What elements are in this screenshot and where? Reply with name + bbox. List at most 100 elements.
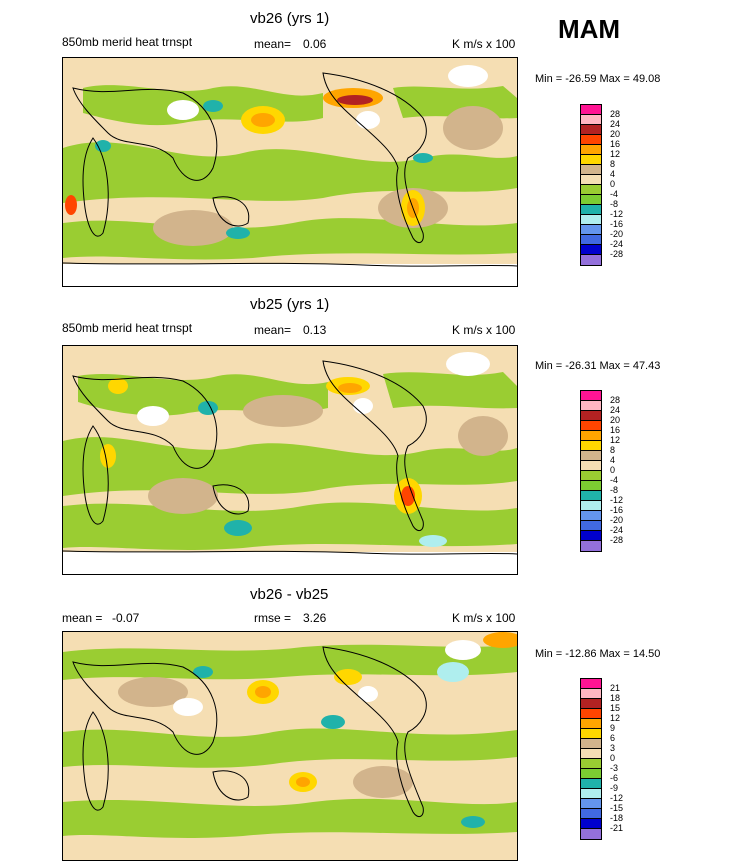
panel-3-title: vb26 - vb25 xyxy=(250,586,329,603)
colorbar-label: 16 xyxy=(610,139,621,149)
colorbar-label: 0 xyxy=(610,753,616,763)
colorbar-label: 0 xyxy=(610,465,616,475)
colorbar-label: -8 xyxy=(610,199,619,209)
panel-2-minmax: Min = -26.31 Max = 47.43 xyxy=(535,360,661,372)
colorbar-swatch xyxy=(581,185,601,195)
colorbar-swatch xyxy=(581,401,601,411)
panel-2-colorbar xyxy=(580,390,602,552)
colorbar-swatch xyxy=(581,709,601,719)
colorbar-label: 21 xyxy=(610,683,621,693)
colorbar-swatch xyxy=(581,501,601,511)
colorbar-swatch xyxy=(581,461,601,471)
colorbar-swatch xyxy=(581,145,601,155)
colorbar-swatch xyxy=(581,135,601,145)
colorbar-label: 12 xyxy=(610,713,621,723)
colorbar-label: 24 xyxy=(610,119,621,129)
colorbar-swatch xyxy=(581,481,601,491)
colorbar-label: 4 xyxy=(610,455,616,465)
colorbar-swatch xyxy=(581,729,601,739)
panel-3-map xyxy=(62,631,518,861)
colorbar-swatch xyxy=(581,739,601,749)
colorbar-swatch xyxy=(581,789,601,799)
colorbar-swatch xyxy=(581,759,601,769)
panel-3-colorbar xyxy=(580,678,602,840)
panel-3-mean-label: mean = xyxy=(62,611,103,625)
colorbar-swatch xyxy=(581,779,601,789)
panel-2-units: K m/s x 100 xyxy=(452,323,516,337)
colorbar-label: -4 xyxy=(610,189,619,199)
colorbar-swatch xyxy=(581,491,601,501)
colorbar-label: -3 xyxy=(610,763,619,773)
colorbar-label: -9 xyxy=(610,783,619,793)
panel-1-mean-label: mean= xyxy=(254,37,292,51)
panel-2-variable: 850mb merid heat trnspt xyxy=(62,321,193,335)
panel-2-mean-label: mean= xyxy=(254,323,292,337)
colorbar-label: -20 xyxy=(610,229,624,239)
colorbar-label: -16 xyxy=(610,219,624,229)
panel-3-rmse-value: 3.26 xyxy=(303,611,327,625)
colorbar-swatch xyxy=(581,391,601,401)
colorbar-swatch xyxy=(581,215,601,225)
colorbar-label: 28 xyxy=(610,395,621,405)
colorbar-label: -12 xyxy=(610,209,624,219)
colorbar-swatch xyxy=(581,689,601,699)
colorbar-label: -6 xyxy=(610,773,619,783)
panel-2-title: vb25 (yrs 1) xyxy=(250,296,330,313)
colorbar-label: -28 xyxy=(610,249,624,259)
colorbar-label: 8 xyxy=(610,445,616,455)
colorbar-swatch xyxy=(581,521,601,531)
colorbar-label: -24 xyxy=(610,239,624,249)
colorbar-label: -28 xyxy=(610,535,624,545)
colorbar-swatch xyxy=(581,809,601,819)
colorbar-swatch xyxy=(581,541,601,551)
colorbar-swatch xyxy=(581,175,601,185)
colorbar-swatch xyxy=(581,125,601,135)
colorbar-label: 18 xyxy=(610,693,621,703)
colorbar-label: 16 xyxy=(610,425,621,435)
colorbar-label: -24 xyxy=(610,525,624,535)
colorbar-swatch xyxy=(581,819,601,829)
colorbar-swatch xyxy=(581,719,601,729)
panel-3-mean-value: -0.07 xyxy=(112,611,140,625)
panel-1-minmax: Min = -26.59 Max = 49.08 xyxy=(535,73,661,85)
season-label: MAM xyxy=(558,14,621,44)
colorbar-label: -8 xyxy=(610,485,619,495)
colorbar-swatch xyxy=(581,511,601,521)
colorbar-swatch xyxy=(581,769,601,779)
panel-1-variable: 850mb merid heat trnspt xyxy=(62,35,193,49)
colorbar-swatch xyxy=(581,155,601,165)
panel-2-mean-value: 0.13 xyxy=(303,323,327,337)
colorbar-label: -20 xyxy=(610,515,624,525)
colorbar-swatch xyxy=(581,451,601,461)
panel-1-title: vb26 (yrs 1) xyxy=(250,10,330,27)
colorbar-label: -15 xyxy=(610,803,624,813)
colorbar-swatch xyxy=(581,699,601,709)
colorbar-label: -18 xyxy=(610,813,624,823)
colorbar-swatch xyxy=(581,225,601,235)
colorbar-label: 15 xyxy=(610,703,621,713)
colorbar-swatch xyxy=(581,531,601,541)
panel-3-units: K m/s x 100 xyxy=(452,611,516,625)
colorbar-label: -4 xyxy=(610,475,619,485)
colorbar-label: 4 xyxy=(610,169,616,179)
colorbar-label: 9 xyxy=(610,723,616,733)
colorbar-label: 12 xyxy=(610,149,621,159)
panel-3-minmax: Min = -12.86 Max = 14.50 xyxy=(535,648,661,660)
colorbar-swatch xyxy=(581,205,601,215)
colorbar-swatch xyxy=(581,255,601,265)
colorbar-swatch xyxy=(581,195,601,205)
panel-3-rmse-label: rmse = xyxy=(254,611,292,625)
panel-1-units: K m/s x 100 xyxy=(452,37,516,51)
colorbar-label: 3 xyxy=(610,743,616,753)
colorbar-label: 6 xyxy=(610,733,616,743)
colorbar-label: 28 xyxy=(610,109,621,119)
colorbar-swatch xyxy=(581,235,601,245)
colorbar-swatch xyxy=(581,749,601,759)
panel-1-map xyxy=(62,57,518,287)
colorbar-swatch xyxy=(581,799,601,809)
colorbar-swatch xyxy=(581,115,601,125)
colorbar-swatch xyxy=(581,431,601,441)
colorbar-label: 0 xyxy=(610,179,616,189)
colorbar-swatch xyxy=(581,441,601,451)
colorbar-swatch xyxy=(581,829,601,839)
